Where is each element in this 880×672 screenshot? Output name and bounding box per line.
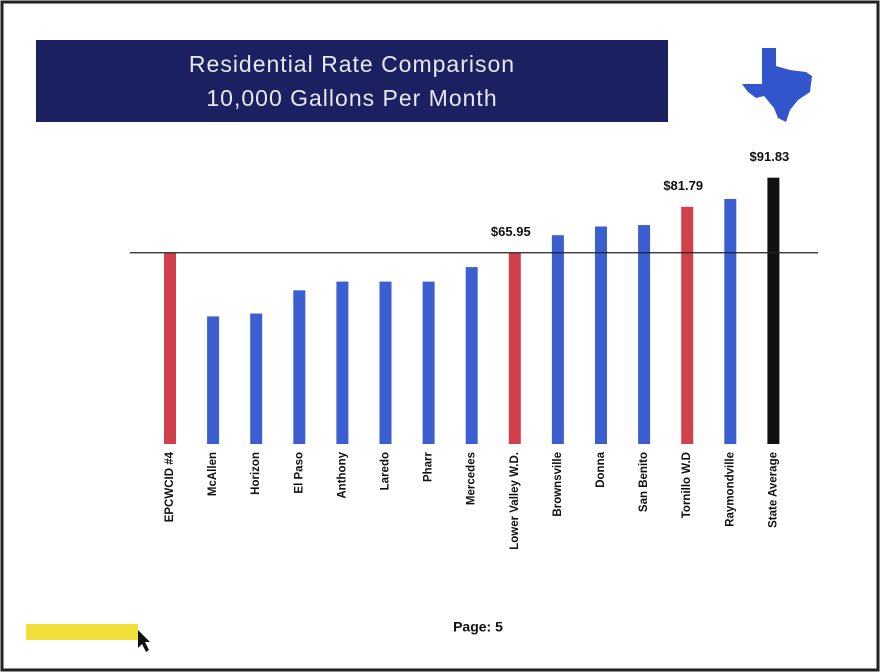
value-label: $65.95 <box>491 224 531 239</box>
x-tick-label: State Average <box>767 452 779 528</box>
bar <box>551 235 564 444</box>
logo <box>26 624 138 640</box>
x-tick-label: Mercedes <box>466 452 478 505</box>
x-tick-label: EPCWCID #4 <box>164 451 176 522</box>
bar <box>595 226 607 444</box>
bar <box>767 177 780 444</box>
x-tick-label: Donna <box>595 451 607 487</box>
x-tick-label: Lower Valley W.D. <box>509 452 521 550</box>
bar <box>465 267 478 444</box>
cursor <box>138 630 150 652</box>
x-tick-label: Tornillo W.D <box>681 452 693 518</box>
x-tick-label: San Benito <box>638 452 650 512</box>
bar <box>508 252 521 444</box>
title-box <box>36 40 668 122</box>
bar <box>336 281 349 444</box>
x-tick-label: Brownsville <box>552 452 564 517</box>
x-tick-label: El Paso <box>293 452 305 494</box>
bar <box>164 252 176 444</box>
bar <box>250 313 263 444</box>
bar <box>681 206 694 444</box>
x-tick-label: Raymondville <box>724 452 736 527</box>
value-label: $91.83 <box>750 149 790 164</box>
texas-icon <box>742 48 812 122</box>
x-tick-label: Anthony <box>336 451 348 498</box>
bar <box>724 198 737 444</box>
bar <box>207 316 220 444</box>
bar <box>638 225 651 444</box>
x-tick-label: McAllen <box>207 452 219 496</box>
value-label: $81.79 <box>663 178 703 193</box>
x-tick-label: Laredo <box>380 452 392 490</box>
bar <box>379 281 392 444</box>
chart-subtitle: 10,000 Gallons Per Month <box>206 85 497 111</box>
x-tick-label: Horizon <box>250 452 262 495</box>
x-tick-label: Pharr <box>423 451 435 482</box>
chart-title: Residential Rate Comparison <box>189 51 515 77</box>
bar <box>422 281 435 444</box>
page-number: Page: 5 <box>453 619 503 635</box>
bar <box>293 290 306 444</box>
